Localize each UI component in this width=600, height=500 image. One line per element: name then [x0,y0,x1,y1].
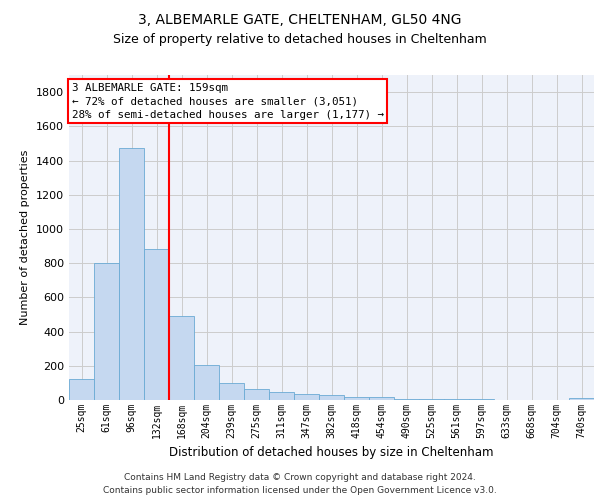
Bar [119,148,144,400]
Bar [244,389,269,400]
Bar [394,398,419,400]
Bar [144,250,169,400]
Text: 3, ALBEMARLE GATE, CHELTENHAM, GL50 4NG: 3, ALBEMARLE GATE, CHELTENHAM, GL50 4NG [138,12,462,26]
Bar [69,378,94,400]
Bar [569,398,594,400]
Bar [269,392,294,400]
Text: Size of property relative to detached houses in Cheltenham: Size of property relative to detached ho… [113,32,487,46]
Bar [319,395,344,400]
Bar [344,396,369,400]
Text: Contains HM Land Registry data © Crown copyright and database right 2024.: Contains HM Land Registry data © Crown c… [124,472,476,482]
Bar [194,365,219,400]
Text: Contains public sector information licensed under the Open Government Licence v3: Contains public sector information licen… [103,486,497,495]
Bar [294,394,319,400]
Bar [94,263,119,400]
X-axis label: Distribution of detached houses by size in Cheltenham: Distribution of detached houses by size … [169,446,494,460]
Bar [419,399,444,400]
Bar [169,316,194,400]
Text: 3 ALBEMARLE GATE: 159sqm
← 72% of detached houses are smaller (3,051)
28% of sem: 3 ALBEMARLE GATE: 159sqm ← 72% of detach… [71,83,383,120]
Bar [369,398,394,400]
Y-axis label: Number of detached properties: Number of detached properties [20,150,31,325]
Bar [219,383,244,400]
